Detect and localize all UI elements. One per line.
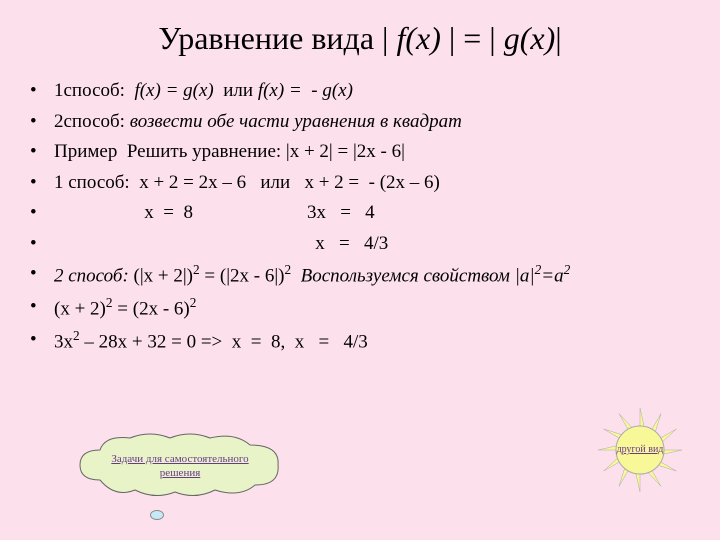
bullet-icon: •: [30, 230, 54, 259]
bullet-text: 1способ: f(x) = g(x) или f(x) = - g(x): [54, 77, 690, 106]
bullet-text: 2 способ: (|x + 2|)2 = (|2x - 6|)2 Воспо…: [54, 260, 690, 291]
title-prefix: Уравнение вида |: [158, 20, 396, 56]
bullet-row: •2способ: возвести обе части уравнения в…: [30, 108, 690, 137]
bullet-row: •1способ: f(x) = g(x) или f(x) = - g(x): [30, 77, 690, 106]
bullet-text: 1 способ: x + 2 = 2x – 6 или x + 2 = - (…: [54, 169, 690, 198]
bullet-icon: •: [30, 138, 54, 167]
bullet-icon: •: [30, 260, 54, 289]
bullet-icon: •: [30, 293, 54, 322]
bullet-row: •3x2 – 28x + 32 = 0 => x = 8, x = 4/3: [30, 326, 690, 357]
title-gx: g(x): [504, 20, 556, 56]
bullet-text: Пример Решить уравнение: |x + 2| = |2x -…: [54, 138, 690, 167]
cloud-callout[interactable]: Задачи для самостоятельного решения: [70, 430, 290, 500]
bullet-icon: •: [30, 169, 54, 198]
bullet-icon: •: [30, 108, 54, 137]
bullet-text: 2способ: возвести обе части уравнения в …: [54, 108, 690, 137]
bullet-text: x = 4/3: [54, 230, 690, 259]
bullet-row: •1 способ: x + 2 = 2x – 6 или x + 2 = - …: [30, 169, 690, 198]
bullet-row: •(x + 2)2 = (2x - 6)2: [30, 293, 690, 324]
bullet-text: x = 8 3x = 4: [54, 199, 690, 228]
slide-title: Уравнение вида | f(x) | = | g(x)|: [30, 20, 690, 57]
sun-link-text: другой вид: [617, 444, 664, 455]
bullet-text: 3x2 – 28x + 32 = 0 => x = 8, x = 4/3: [54, 326, 690, 357]
small-oval-icon: [150, 510, 164, 520]
slide: Уравнение вида | f(x) | = | g(x)| •1спос…: [0, 0, 720, 540]
title-fx: f(x): [396, 20, 440, 56]
cloud-link-line1: Задачи для самостоятельного: [111, 453, 248, 465]
bullet-row: •2 способ: (|x + 2|)2 = (|2x - 6|)2 Восп…: [30, 260, 690, 291]
title-suffix: |: [555, 20, 561, 56]
bullet-row: • x = 8 3x = 4: [30, 199, 690, 228]
bullet-row: •Пример Решить уравнение: |x + 2| = |2x …: [30, 138, 690, 167]
sun-callout[interactable]: другой вид: [595, 405, 685, 495]
sun-link[interactable]: другой вид: [613, 443, 667, 456]
bullet-text: (x + 2)2 = (2x - 6)2: [54, 293, 690, 324]
title-middle: | = |: [441, 20, 504, 56]
content-list: •1способ: f(x) = g(x) или f(x) = - g(x)•…: [30, 77, 690, 356]
bullet-icon: •: [30, 77, 54, 106]
cloud-link-line2: решения: [160, 467, 201, 479]
bullet-icon: •: [30, 326, 54, 355]
bullet-icon: •: [30, 199, 54, 228]
cloud-link[interactable]: Задачи для самостоятельного решения: [100, 452, 260, 481]
bullet-row: • x = 4/3: [30, 230, 690, 259]
